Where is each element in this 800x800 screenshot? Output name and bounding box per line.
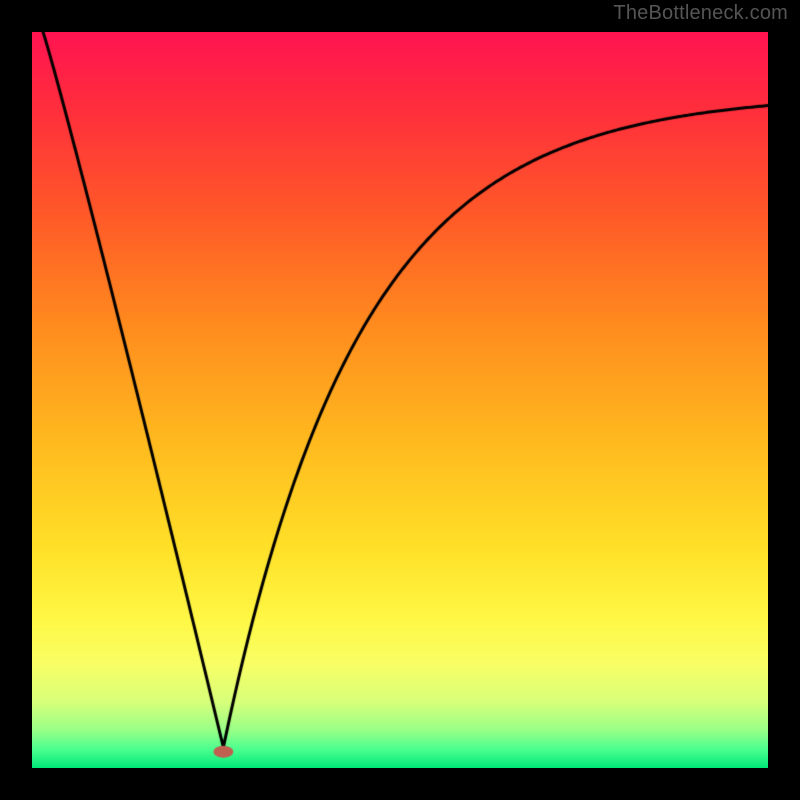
watermark-url: TheBottleneck.com (613, 2, 788, 25)
plot-area (32, 32, 768, 768)
gradient-canvas (32, 32, 768, 768)
